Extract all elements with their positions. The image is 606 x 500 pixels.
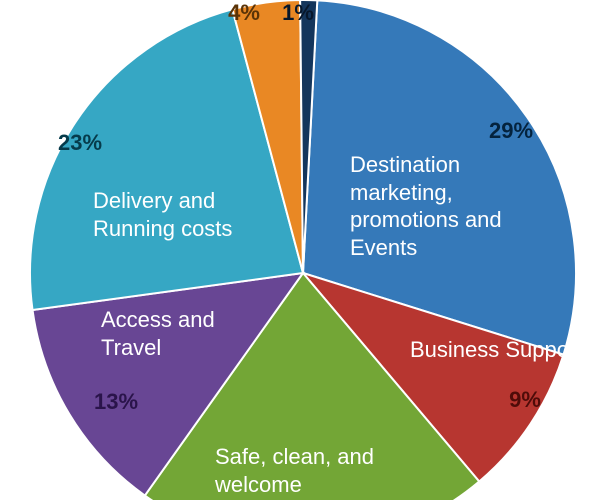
pct-slice-orange: 4% xyxy=(228,0,260,26)
pct-delivery-running-costs: 23% xyxy=(58,130,102,156)
pct-business-support: 9% xyxy=(509,387,541,413)
pct-destination-marketing: 29% xyxy=(489,118,533,144)
pct-slice-navy: 1% xyxy=(282,0,314,26)
label-destination-marketing: Destination marketing, promotions and Ev… xyxy=(350,151,502,261)
label-access-travel: Access and Travel xyxy=(101,306,215,361)
pie-chart: 29% Destination marketing, promotions and… xyxy=(0,0,606,500)
label-safe-clean-welcome: Safe, clean, and welcome xyxy=(215,443,374,498)
label-delivery-running-costs: Delivery and Running costs xyxy=(93,187,232,242)
pie-svg xyxy=(0,0,606,500)
pct-access-travel: 13% xyxy=(94,389,138,415)
label-business-support: Business Support xyxy=(410,336,582,364)
